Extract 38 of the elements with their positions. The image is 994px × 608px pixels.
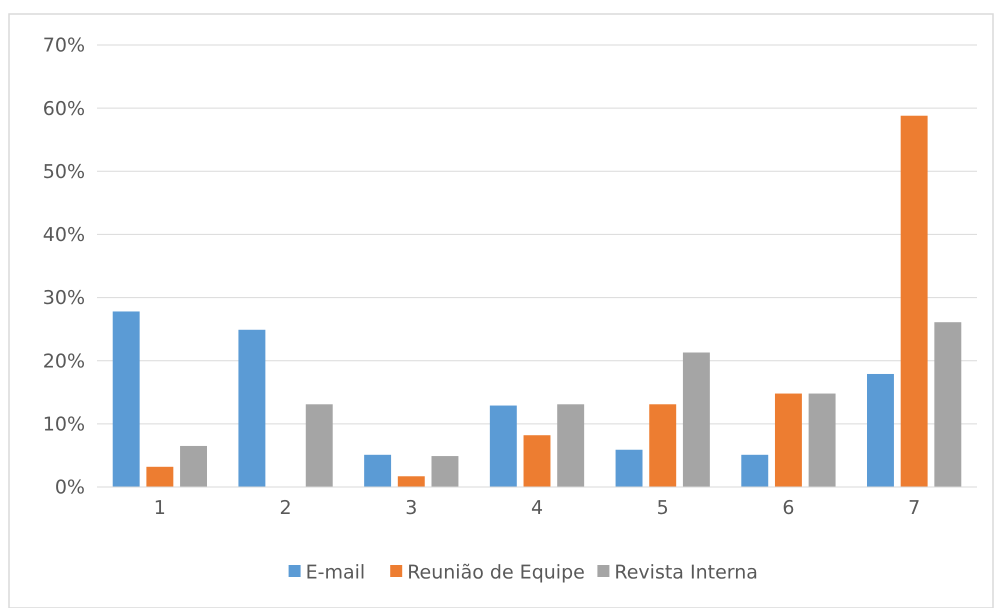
bar: [900, 116, 928, 487]
bar: [238, 330, 266, 487]
legend-label: Revista Interna: [614, 562, 758, 584]
bar: [112, 311, 140, 487]
bar: [557, 404, 584, 487]
x-tick-label: 2: [280, 497, 292, 519]
y-tick-label: 70%: [42, 34, 85, 57]
y-tick-label: 30%: [42, 287, 85, 310]
x-tick-label: 7: [908, 497, 920, 519]
bar: [649, 404, 676, 487]
x-tick-label: 5: [656, 497, 669, 519]
y-tick-label: 60%: [42, 98, 85, 120]
y-tick-label: 40%: [42, 224, 85, 246]
x-tick-label: 3: [405, 497, 418, 519]
bar: [682, 352, 710, 487]
legend-label: Reunião de Equipe: [407, 562, 585, 584]
bar: [774, 394, 802, 487]
bar: [867, 374, 894, 487]
bar: [616, 450, 643, 487]
bar: [364, 454, 392, 487]
bar: [741, 454, 768, 487]
bar: [398, 476, 425, 487]
y-tick-label: 0%: [54, 476, 85, 499]
y-tick-label: 50%: [42, 160, 85, 183]
bar: [180, 446, 207, 487]
y-tick-label: 10%: [42, 414, 85, 436]
bar: [490, 406, 517, 487]
bar: [306, 404, 333, 487]
x-tick-label: 6: [782, 497, 794, 519]
bar: [146, 466, 174, 487]
bar: [808, 394, 836, 487]
bar: [431, 456, 458, 487]
x-tick-label: 4: [530, 497, 544, 519]
y-tick-label: 20%: [42, 350, 85, 372]
legend-label: E-mail: [306, 562, 366, 584]
bar: [934, 322, 962, 487]
bar: [524, 435, 550, 487]
x-tick-label: 1: [154, 497, 166, 519]
